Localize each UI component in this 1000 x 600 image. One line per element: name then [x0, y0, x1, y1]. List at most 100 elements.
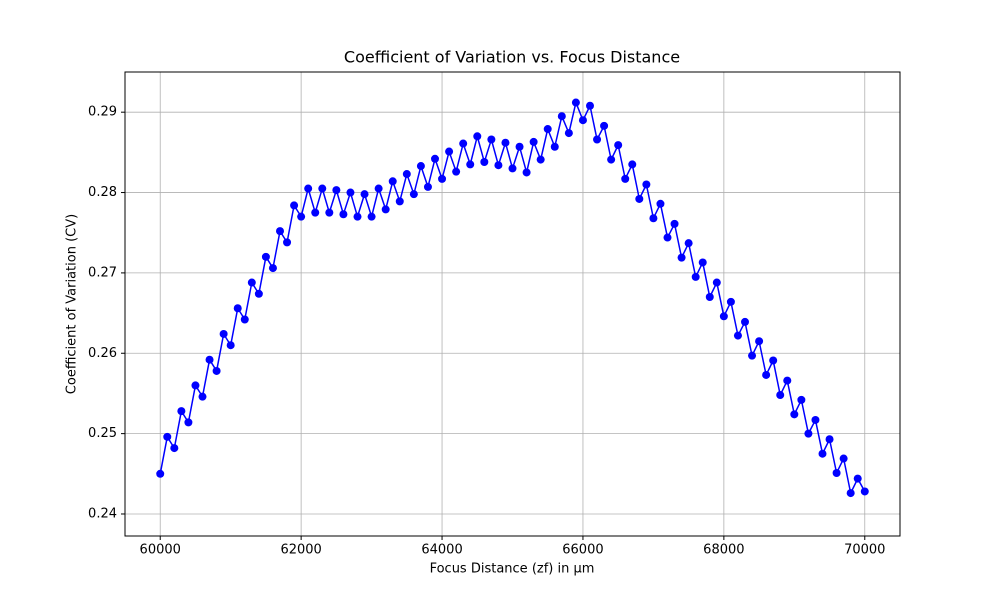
data-point [374, 184, 383, 193]
data-point [600, 121, 609, 130]
data-point [593, 135, 602, 144]
data-point [212, 366, 221, 375]
data-point [501, 138, 510, 147]
data-point [684, 239, 693, 248]
data-point [318, 184, 327, 193]
data-point [741, 317, 749, 326]
data-point [311, 208, 320, 217]
data-point [804, 429, 813, 438]
data-point [332, 186, 341, 195]
data-point [557, 112, 566, 121]
data-point [663, 233, 672, 242]
data-point [522, 168, 531, 177]
data-point [621, 174, 630, 183]
data-point [677, 253, 686, 262]
data-point [818, 449, 827, 458]
data-point [381, 205, 390, 214]
data-point [409, 190, 418, 199]
data-point [642, 180, 651, 189]
data-point [670, 219, 679, 228]
data-point [191, 381, 200, 390]
data-point [811, 415, 820, 424]
data-point [466, 160, 475, 169]
data-point [304, 184, 313, 193]
data-point [423, 182, 432, 191]
y-tick-label: 0.29 [88, 105, 117, 120]
x-tick-label: 64000 [421, 543, 462, 558]
data-point [564, 129, 573, 138]
data-point [635, 194, 644, 203]
data-point [578, 116, 587, 125]
data-point [656, 199, 665, 208]
data-point [170, 444, 179, 453]
data-point [226, 341, 235, 350]
data-point [325, 208, 334, 217]
data-point [733, 331, 742, 340]
y-tick-label: 0.28 [88, 185, 117, 200]
data-point [353, 212, 362, 221]
data-point [860, 487, 869, 496]
data-point [487, 135, 496, 144]
data-point [431, 154, 439, 163]
data-point [198, 392, 207, 401]
data-point [268, 264, 277, 273]
data-point [607, 155, 616, 164]
data-point [219, 329, 228, 338]
data-point [783, 376, 792, 385]
data-point [367, 212, 376, 221]
x-axis-label: Focus Distance (zf) in µm [430, 562, 595, 577]
data-point [346, 188, 355, 197]
data-point [445, 147, 454, 156]
data-point [156, 469, 165, 478]
data-point [233, 304, 242, 313]
data-point [769, 356, 778, 365]
data-point [283, 238, 292, 247]
data-point [240, 315, 249, 324]
data-point [205, 355, 214, 364]
data-point [748, 351, 757, 360]
data-point [297, 212, 306, 221]
y-tick-label: 0.26 [88, 346, 117, 361]
data-point [247, 278, 256, 287]
data-point [839, 454, 848, 463]
data-point [459, 139, 468, 148]
data-point [550, 142, 559, 151]
data-point [452, 167, 461, 176]
data-point [698, 258, 707, 267]
data-point [712, 278, 721, 287]
x-tick-label: 60000 [140, 543, 181, 558]
data-point [388, 177, 397, 186]
data-point [705, 293, 714, 302]
data-point [339, 210, 348, 219]
data-point [508, 164, 517, 173]
x-tick-label: 68000 [703, 543, 744, 558]
data-point [163, 432, 172, 441]
data-point [261, 252, 270, 261]
data-point [395, 197, 404, 206]
data-point [515, 142, 524, 151]
y-tick-label: 0.25 [88, 426, 117, 441]
data-point [649, 214, 658, 223]
data-point [846, 489, 855, 498]
y-axis-label: Coefficient of Variation (CV) [65, 214, 80, 394]
y-tick-label: 0.24 [88, 506, 117, 521]
data-point [254, 289, 263, 298]
data-point [416, 162, 425, 171]
data-point [402, 170, 411, 179]
y-tick-label: 0.27 [88, 265, 117, 280]
data-point [691, 272, 700, 281]
data-point [438, 174, 447, 183]
data-point [586, 101, 594, 110]
data-point [832, 468, 841, 477]
data-point [762, 370, 771, 379]
chart-title: Coefficient of Variation vs. Focus Dista… [344, 48, 680, 67]
data-point [628, 160, 637, 169]
plot-frame [124, 71, 901, 537]
data-point [853, 474, 862, 483]
data-point [494, 161, 503, 170]
data-point [755, 337, 764, 346]
data-point [726, 297, 735, 306]
data-point [825, 435, 834, 444]
